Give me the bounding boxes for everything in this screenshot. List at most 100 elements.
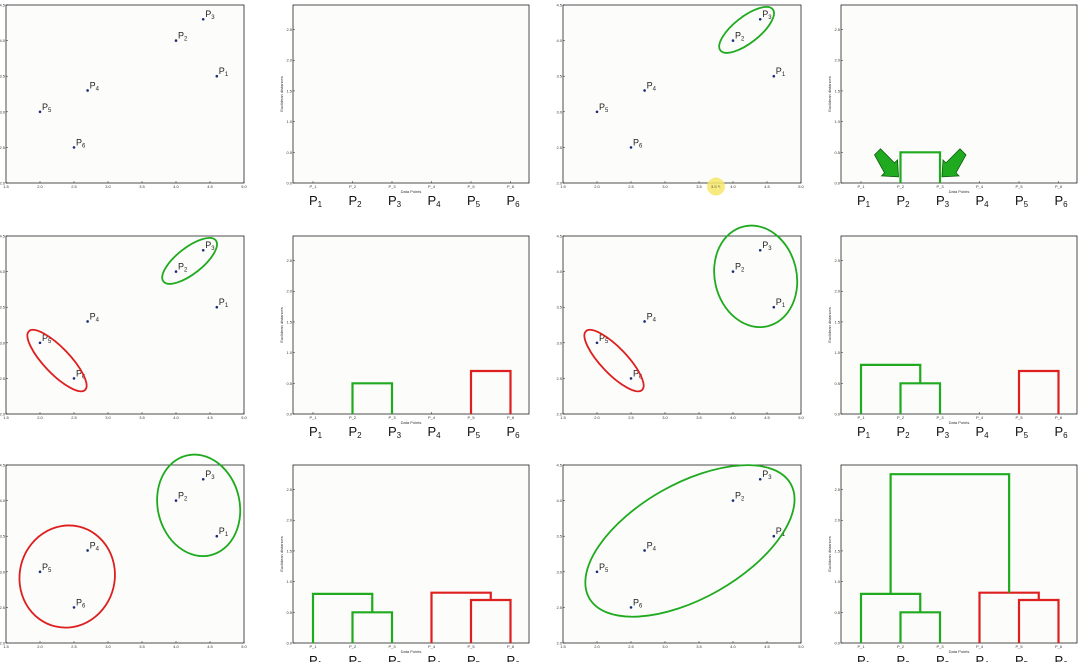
point-label-p1: P1 (776, 297, 786, 309)
y-tick-label: 2.0 (0, 412, 6, 417)
y-tick-label: 4.0 (0, 38, 6, 43)
dendro-y-tick-label: 2.5 (286, 487, 292, 492)
leaf-tick-label: P_2 (897, 644, 905, 649)
scatter-frame (5, 4, 245, 184)
point-label-p3: P3 (762, 9, 772, 21)
point-p2 (174, 39, 178, 42)
x-tick-label: 2.5 (628, 184, 634, 189)
leaf-label-p1: P1 (857, 193, 871, 209)
point-p3 (758, 477, 762, 481)
dendro-y-tick-label: 0.5 (286, 150, 292, 155)
leaf-tick-label: P_5 (1015, 184, 1023, 189)
step-2-panel: 1.5 2.0 2.5 3.0 3.5 4.0 4.5 5.02.02.53.03.54.04… (556, 3, 1078, 209)
leaf-tick-label: P_3 (388, 415, 396, 420)
leaf-tick-label: P_1 (857, 184, 865, 189)
leaf-label-p4: P4 (428, 653, 442, 662)
x-tick-label: 2.5 (71, 415, 77, 420)
x-tick-label: 3.0 (662, 644, 668, 649)
point-p5 (595, 110, 599, 114)
arrow-icon-left (874, 148, 899, 178)
leaf-tick-label: P_3 (388, 184, 396, 189)
leaf-tick-label: P_3 (936, 644, 944, 649)
leaf-label-p4: P4 (976, 424, 990, 440)
point-label-p5: P5 (599, 333, 609, 345)
point-p1 (772, 305, 776, 309)
leaf-label-p4: P4 (428, 193, 442, 209)
leaf-tick-label: P_4 (976, 415, 984, 420)
point-p4 (86, 89, 89, 92)
dendrogram-frame (840, 464, 1078, 644)
point-p2 (174, 499, 178, 502)
x-tick-label: 4.0 (730, 415, 736, 420)
y-tick-label: 4.5 (0, 3, 6, 8)
point-p4 (86, 320, 89, 323)
scatter-plot: 1.5 2.0 2.5 3.0 3.5 4.0 4.5 5.02.02.53.03.54.04… (0, 3, 248, 190)
x-tick-label: 5.0 (241, 644, 247, 649)
point-p1 (215, 74, 219, 78)
point-label-p3: P3 (205, 9, 215, 21)
y-tick-label: 4.5 (556, 234, 562, 239)
x-tick-label: 3.5 (139, 644, 145, 649)
point-p2 (731, 499, 735, 502)
leaf-tick-label: P_5 (467, 415, 475, 420)
leaf-tick-label: P_2 (349, 184, 357, 189)
dendro-y-tick-label: 1.5 (834, 88, 840, 93)
y-tick-label: 3.0 (0, 109, 6, 114)
point-p6 (72, 606, 76, 609)
y-tick-label: 3.5 (0, 74, 6, 79)
dendro-x-axis-label: Data Points (949, 649, 970, 654)
dendro-y-tick-label: 1.0 (286, 119, 292, 124)
leaf-label-p5: P5 (467, 193, 481, 209)
leaf-tick-label: P_5 (1015, 415, 1023, 420)
point-label-p3: P3 (762, 240, 772, 252)
merge-link-1 (899, 151, 942, 183)
leaf-tick-label: P_2 (349, 415, 357, 420)
point-p1 (772, 74, 776, 78)
dendro-y-tick-label: 2.5 (286, 258, 292, 263)
x-tick-label: 2.5 (628, 644, 634, 649)
point-label-p4: P4 (647, 311, 657, 323)
scatter-frame (562, 4, 802, 184)
dendro-y-tick-label: 2.0 (834, 518, 840, 523)
leaf-tick-label: P_4 (428, 415, 436, 420)
x-tick-label: 1.5 (3, 644, 9, 649)
point-p6 (72, 377, 76, 380)
y-tick-label: 4.5 (0, 234, 6, 239)
dendro-y-tick-label: 0.5 (834, 381, 840, 386)
dendrogram-frame (292, 4, 530, 184)
point-p6 (629, 606, 633, 609)
x-tick-label: 2.5 (71, 184, 77, 189)
x-tick-label: 3.5 (139, 415, 145, 420)
dendro-y-tick-label: 2.5 (834, 487, 840, 492)
dendrogram: 0.0 0.5 1.0 1.5 2.0 2.5 Euclidean distances Dat… (279, 464, 530, 667)
dendrogram-frame (292, 235, 530, 415)
leaf-tick-label: P_5 (467, 644, 475, 649)
leaf-label-p2: P2 (349, 424, 363, 440)
x-tick-label: 5.0 (798, 184, 804, 189)
dendrogram-frame (840, 235, 1078, 415)
leaf-tick-label: P_5 (1015, 644, 1023, 649)
leaf-label-p3: P3 (936, 424, 950, 440)
dendro-y-tick-label: 1.0 (834, 119, 840, 124)
x-tick-label: 3.0 (105, 184, 111, 189)
x-tick-label: 4.0 (730, 644, 736, 649)
leaf-tick-label: P_6 (507, 184, 515, 189)
dendro-y-axis-label: Euclidean distances (279, 307, 284, 343)
leaf-label-p5: P5 (1015, 424, 1029, 440)
point-label-p2: P2 (178, 491, 188, 503)
leaf-label-p3: P3 (936, 653, 950, 662)
y-tick-label: 3.0 (0, 340, 6, 345)
arrow-icon-right (941, 148, 967, 178)
cluster-ellipse-green (156, 453, 242, 558)
point-label-p1: P1 (776, 526, 786, 538)
dendro-x-axis-label: Data Points (949, 420, 970, 425)
dendro-y-tick-label: 0.5 (834, 150, 840, 155)
point-p2 (731, 39, 735, 42)
x-tick-label: 5.0 (241, 184, 247, 189)
point-p2 (174, 270, 178, 273)
leaf-tick-label: P_6 (1055, 415, 1063, 420)
point-label-p2: P2 (735, 31, 745, 43)
x-tick-label: 1.5 (560, 415, 566, 420)
y-tick-label: 4.0 (0, 498, 6, 503)
